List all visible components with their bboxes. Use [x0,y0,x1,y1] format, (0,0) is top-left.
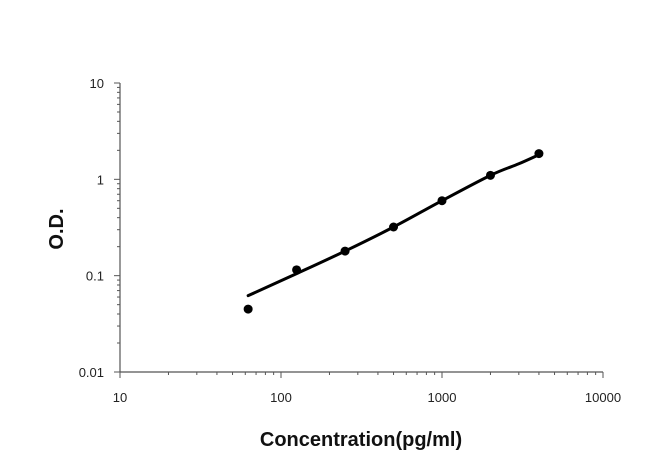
y-tick-label: 0.01 [79,365,104,380]
x-tick-label: 10000 [585,390,621,405]
x-tick-label: 10 [113,390,127,405]
tick-labels-layer: 0.01 0.1 1 10 10 100 1000 10000 [79,76,621,405]
y-tick-label: 10 [90,76,104,91]
data-point [340,246,350,256]
y-tick-label: 1 [97,172,104,187]
data-point [437,196,447,206]
y-axis-title: O.D. [46,208,68,249]
x-tick-label: 100 [270,390,292,405]
x-tick-label: 1000 [428,390,457,405]
axes [114,82,604,378]
data-point [243,304,253,314]
data-point [292,265,302,275]
x-axis-title: Concentration(pg/ml) [260,429,462,451]
y-tick-label: 0.1 [86,269,104,284]
data-point [389,222,399,232]
data-point [534,149,544,159]
data-points-layer [243,149,544,314]
data-point [485,170,495,180]
